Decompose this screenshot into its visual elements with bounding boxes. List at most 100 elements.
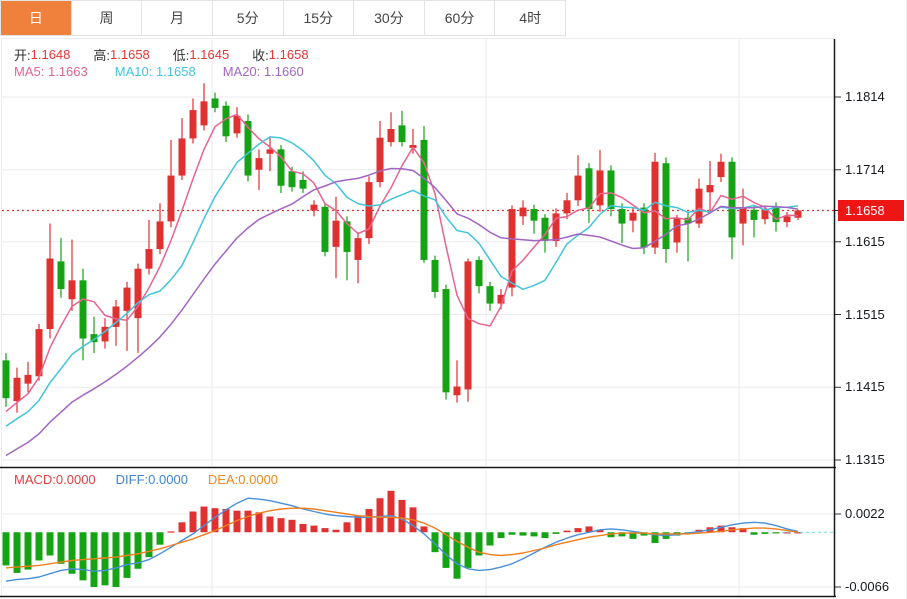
candle-body — [442, 289, 450, 393]
macd-hist-bar — [310, 525, 318, 533]
macd-hist-bar — [277, 518, 285, 533]
macd-hist-bar — [398, 499, 406, 533]
candle-body — [112, 306, 120, 327]
candle-body — [101, 326, 109, 342]
ma10-legend: MA10: 1.1658 — [115, 64, 196, 79]
tab-30分[interactable]: 30分 — [354, 1, 425, 35]
macd-hist-bar — [739, 528, 747, 533]
macd-hist-bar — [618, 532, 626, 537]
candle-body — [420, 139, 428, 260]
candle-body — [244, 121, 252, 176]
macd-hist-bar — [486, 532, 494, 546]
candle-body — [541, 217, 549, 242]
candle-body — [398, 125, 406, 143]
candle-body — [365, 182, 373, 239]
candle-body — [464, 261, 472, 390]
y-axis-label: 1.1515 — [845, 306, 885, 322]
tab-60分[interactable]: 60分 — [425, 1, 496, 35]
ma20-legend: MA20: 1.1660 — [223, 64, 304, 79]
candle-body — [508, 209, 516, 288]
macd-hist-bar — [266, 516, 274, 533]
macd-hist-bar — [552, 532, 560, 534]
candle-body — [46, 258, 54, 330]
candle-body — [255, 158, 263, 170]
candle-body — [574, 175, 582, 201]
candle-body — [607, 170, 615, 210]
macd-value: 0.0000 — [55, 472, 96, 487]
candle-body — [57, 261, 65, 290]
candle-body — [321, 206, 329, 252]
macd-hist-bar — [420, 526, 428, 533]
diff-value-pair: DIFF: 0.0000 — [116, 472, 188, 487]
macd-hist-bar — [772, 532, 780, 534]
macd-hist-bar — [79, 532, 87, 581]
macd-hist-bar — [46, 532, 54, 556]
ma5-line — [5, 113, 799, 413]
low-quote: 低: 1.1645 — [173, 45, 229, 64]
macd-hist-bar — [497, 532, 505, 539]
ma10-label: MA10: — [114, 64, 153, 79]
macd-hist-bar — [651, 532, 659, 544]
macd-hist-bar — [442, 532, 450, 568]
high-label: 高: — [93, 48, 111, 63]
dea-value-pair: DEA: 0.0000 — [208, 472, 278, 487]
y-axis-label: -0.0066 — [845, 579, 890, 594]
low-label: 低: — [172, 48, 190, 63]
candle-body — [739, 208, 747, 224]
candle-body — [530, 209, 538, 221]
candle-body — [288, 171, 296, 188]
candle-body — [750, 209, 758, 220]
candle-body — [277, 149, 285, 186]
dea-value: 0.0000 — [238, 472, 279, 487]
tab-周[interactable]: 周 — [72, 1, 143, 35]
macd-hist-bar — [563, 530, 571, 533]
candle-body — [2, 360, 10, 399]
tab-日[interactable]: 日 — [1, 1, 72, 35]
candle-body — [563, 200, 571, 214]
macd-hist-bar — [244, 510, 252, 533]
y-axis-label: 0.0022 — [845, 506, 885, 521]
candle-body — [376, 137, 384, 183]
candle-body — [156, 221, 164, 250]
candle-body — [431, 259, 439, 292]
candle-body — [717, 161, 725, 178]
macd-hist-bar — [607, 532, 615, 538]
tab-15分[interactable]: 15分 — [284, 1, 355, 35]
tab-月[interactable]: 月 — [142, 1, 213, 35]
macd-hist-bar — [35, 532, 43, 561]
candle-body — [178, 138, 186, 176]
candle-body — [387, 129, 395, 143]
macd-hist-bar — [2, 532, 10, 566]
ma20-value: 1.1660 — [263, 64, 304, 79]
macd-hist-bar — [640, 532, 648, 536]
candle-body — [706, 185, 714, 193]
macd-legend: MACD: 0.0000 DIFF: 0.0000 DEA: 0.0000 — [14, 472, 278, 487]
ma10-value: 1.1658 — [155, 64, 196, 79]
y-axis-label: 1.1814 — [845, 89, 885, 104]
candle-body — [640, 207, 648, 248]
high-quote: 高: 1.1658 — [93, 45, 149, 64]
macd-hist-bar — [13, 532, 21, 573]
candle-body — [486, 286, 494, 304]
macd-hist-bar — [431, 532, 439, 553]
candle-body — [453, 386, 461, 396]
ma20-line — [5, 167, 799, 457]
macd-hist-bar — [101, 532, 109, 586]
macd-hist-bar — [57, 532, 65, 564]
y-axis-label: 1.1315 — [845, 452, 885, 467]
candle-body — [684, 217, 692, 224]
macd-hist-bar — [464, 532, 472, 568]
candle-body — [695, 188, 703, 224]
macd-hist-bar — [783, 532, 791, 534]
macd-hist-bar — [90, 532, 98, 587]
tab-4时[interactable]: 4时 — [519, 10, 542, 26]
candle-body — [310, 204, 318, 211]
macd-hist-bar — [629, 532, 637, 539]
tab-5分[interactable]: 5分 — [213, 1, 284, 35]
diff-line — [5, 497, 799, 582]
ma10-line — [5, 136, 799, 427]
candle-body — [332, 220, 340, 247]
candle-body — [134, 268, 142, 319]
candle-body — [629, 212, 637, 221]
